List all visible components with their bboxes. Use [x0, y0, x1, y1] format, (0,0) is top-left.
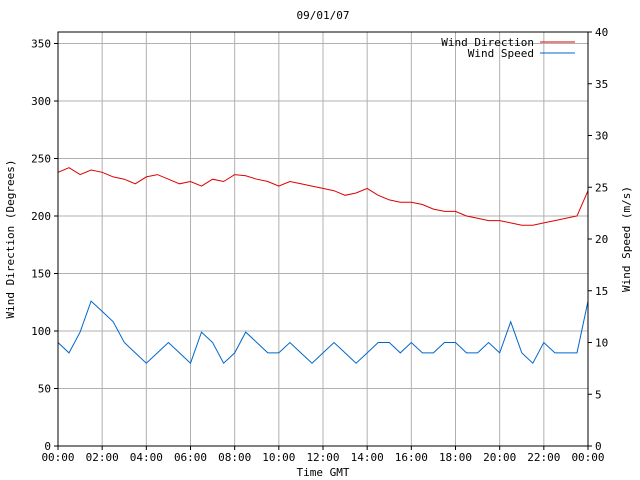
x-tick-label: 12:00	[306, 451, 339, 464]
y-right-tick-label: 25	[595, 181, 608, 194]
x-tick-label: 14:00	[351, 451, 384, 464]
y-right-tick-label: 35	[595, 78, 608, 91]
y-left-tick-label: 50	[38, 383, 51, 396]
legend: Wind Direction Wind Speed	[441, 36, 575, 60]
chart-title: 09/01/07	[297, 9, 350, 22]
legend-label-wind-direction: Wind Direction	[441, 36, 534, 49]
x-tick-label: 22:00	[527, 451, 560, 464]
y-left-tick-label: 200	[31, 210, 51, 223]
x-tick-label: 16:00	[395, 451, 428, 464]
y-right-tick-label: 5	[595, 388, 602, 401]
y-right-tick-label: 30	[595, 130, 608, 143]
x-tick-label: 02:00	[86, 451, 119, 464]
x-tick-label: 04:00	[130, 451, 163, 464]
x-tick-label: 18:00	[439, 451, 472, 464]
x-tick-label: 20:00	[483, 451, 516, 464]
y-left-tick-label: 0	[44, 440, 51, 453]
y-right-tick-label: 0	[595, 440, 602, 453]
x-tick-label: 10:00	[262, 451, 295, 464]
y-left-tick-label: 100	[31, 325, 51, 338]
axis-ticks: 00:00 02:00 04:00 06:00 08:00 10:00 12:00 14:00…	[31, 26, 608, 464]
y-right-tick-label: 10	[595, 337, 608, 350]
y-right-tick-label: 15	[595, 285, 608, 298]
grid	[58, 32, 588, 446]
x-axis-label: Time GMT	[297, 466, 350, 479]
y-right-tick-label: 20	[595, 233, 608, 246]
x-tick-label: 00:00	[41, 451, 74, 464]
y-left-tick-label: 150	[31, 268, 51, 281]
x-tick-label: 00:00	[571, 451, 604, 464]
y-left-tick-label: 300	[31, 95, 51, 108]
series-line-wind-speed	[57, 300, 589, 365]
y-axis-label-left: Wind Direction (Degrees)	[4, 160, 17, 319]
y-axis-label-right: Wind Speed (m/s)	[620, 186, 633, 292]
y-left-tick-label: 250	[31, 153, 51, 166]
series-layer	[57, 167, 589, 365]
x-tick-label: 06:00	[174, 451, 207, 464]
x-tick-label: 08:00	[218, 451, 251, 464]
y-left-tick-label: 350	[31, 38, 51, 51]
series-line-wind-direction	[57, 167, 589, 226]
y-right-tick-label: 40	[595, 26, 608, 39]
legend-label-wind-speed: Wind Speed	[468, 47, 534, 60]
